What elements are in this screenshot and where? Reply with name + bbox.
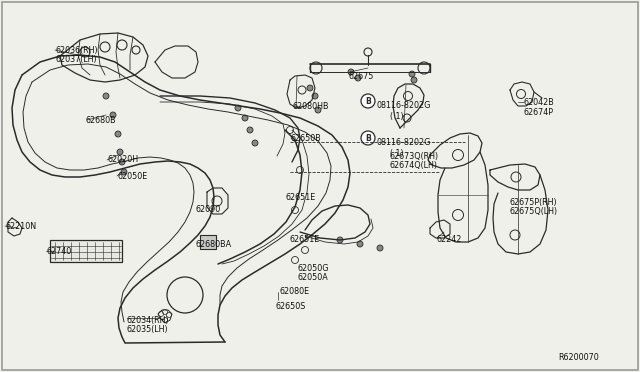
Text: 08116-8202G: 08116-8202G <box>377 138 431 147</box>
Circle shape <box>337 237 343 243</box>
Circle shape <box>247 127 253 133</box>
Text: 62090: 62090 <box>196 205 221 214</box>
Text: 62673Q(RH): 62673Q(RH) <box>390 152 439 161</box>
Text: 62050G: 62050G <box>298 264 330 273</box>
Circle shape <box>119 159 125 165</box>
Circle shape <box>312 93 318 99</box>
Text: 62674Q(LH): 62674Q(LH) <box>390 161 438 170</box>
Text: R6200070: R6200070 <box>558 353 599 362</box>
Text: 62034(RH): 62034(RH) <box>126 316 168 325</box>
Text: 62210N: 62210N <box>5 222 36 231</box>
Text: 62650B: 62650B <box>291 134 322 143</box>
Text: B: B <box>365 134 371 142</box>
Circle shape <box>411 77 417 83</box>
Circle shape <box>235 105 241 111</box>
Circle shape <box>242 115 248 121</box>
Circle shape <box>252 140 258 146</box>
Text: 62036(RH): 62036(RH) <box>55 46 98 55</box>
Text: 62080HB: 62080HB <box>293 102 330 111</box>
Text: 62242: 62242 <box>437 235 462 244</box>
Text: B: B <box>365 96 371 106</box>
Text: 62037(LH): 62037(LH) <box>55 55 97 64</box>
Circle shape <box>110 112 116 118</box>
Circle shape <box>315 107 321 113</box>
Circle shape <box>117 149 123 155</box>
FancyBboxPatch shape <box>200 235 216 249</box>
Circle shape <box>355 75 361 81</box>
Circle shape <box>361 131 375 145</box>
Text: ( 1): ( 1) <box>390 149 404 158</box>
Text: 62680BA: 62680BA <box>196 240 232 249</box>
Text: ( 1): ( 1) <box>390 112 404 121</box>
Circle shape <box>377 245 383 251</box>
Circle shape <box>361 94 375 108</box>
Circle shape <box>409 71 415 77</box>
FancyBboxPatch shape <box>50 240 122 262</box>
Text: 62050E: 62050E <box>117 172 147 181</box>
Text: 62674P: 62674P <box>524 108 554 117</box>
Text: 62675: 62675 <box>349 72 374 81</box>
Text: 62651E: 62651E <box>290 235 320 244</box>
Circle shape <box>307 85 313 91</box>
Circle shape <box>121 169 127 175</box>
Text: 62020H: 62020H <box>107 155 138 164</box>
Circle shape <box>357 241 363 247</box>
Text: 62675P(RH): 62675P(RH) <box>510 198 557 207</box>
Text: 62042B: 62042B <box>524 98 555 107</box>
Text: 62050A: 62050A <box>298 273 329 282</box>
Text: 62680B: 62680B <box>85 116 116 125</box>
Text: 62650S: 62650S <box>276 302 307 311</box>
Circle shape <box>103 93 109 99</box>
Text: 62675Q(LH): 62675Q(LH) <box>510 207 558 216</box>
Circle shape <box>348 69 354 75</box>
Circle shape <box>115 131 121 137</box>
Text: 62080E: 62080E <box>280 287 310 296</box>
Text: 62035(LH): 62035(LH) <box>126 325 168 334</box>
Text: 08116-8202G: 08116-8202G <box>377 101 431 110</box>
Text: 62740: 62740 <box>46 247 71 256</box>
Text: 62651E: 62651E <box>286 193 316 202</box>
